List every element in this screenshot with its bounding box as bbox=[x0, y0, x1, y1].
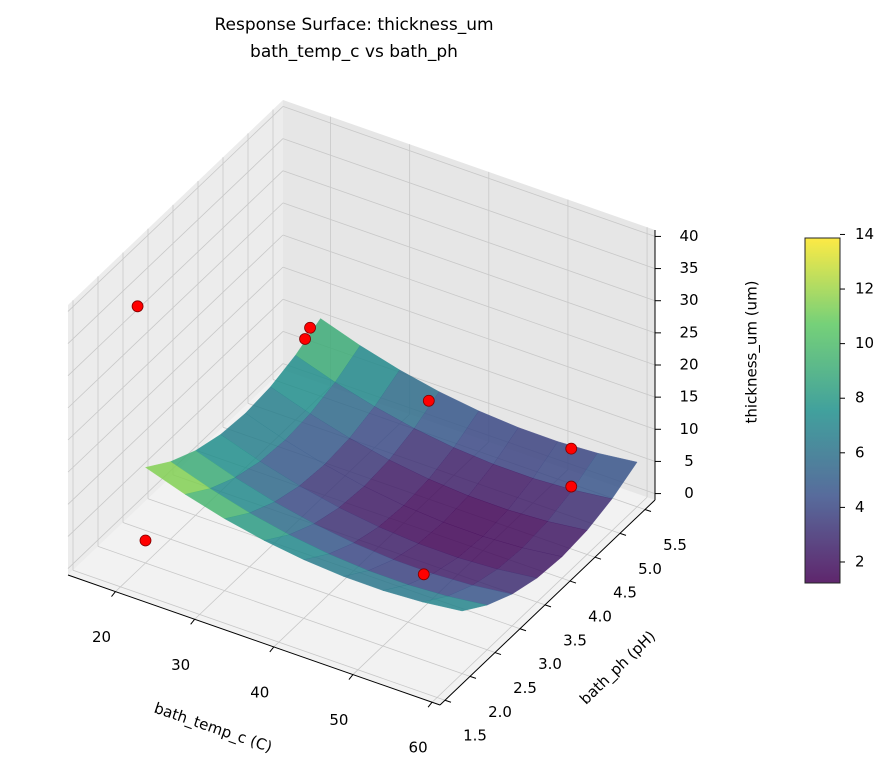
grid-line bbox=[67, 298, 284, 505]
scatter-point bbox=[299, 333, 311, 345]
colorbar-tick-label: 2 bbox=[855, 552, 865, 570]
x-tick-label: 30 bbox=[171, 656, 190, 674]
z-tick-label: 30 bbox=[679, 291, 698, 309]
chart-subtitle: bath_temp_c vs bath_ph bbox=[250, 42, 458, 62]
z-axis-label: thickness_um (um) bbox=[743, 280, 762, 423]
grid-line bbox=[431, 496, 648, 703]
grid-line bbox=[282, 202, 656, 334]
x-tick-label: 40 bbox=[250, 683, 269, 701]
z-tick-label: 35 bbox=[679, 259, 698, 277]
grid-line bbox=[122, 522, 496, 653]
colorbar bbox=[804, 237, 841, 584]
scatter-point bbox=[422, 394, 435, 407]
y-tick-label: 2.0 bbox=[488, 703, 512, 721]
axis-line bbox=[439, 499, 656, 706]
grid-line bbox=[282, 170, 656, 302]
colorbar-tick-label: 12 bbox=[855, 280, 874, 298]
y-tick bbox=[444, 699, 452, 703]
grid-line bbox=[282, 266, 656, 398]
y-tick-label: 1.5 bbox=[463, 727, 487, 745]
chart-title: Response Surface: thickness_um bbox=[214, 15, 493, 35]
x-tick bbox=[269, 646, 275, 653]
y-tick bbox=[519, 628, 527, 632]
y-tick-label: 4.0 bbox=[588, 608, 612, 626]
colorbar-tick-label: 4 bbox=[855, 498, 865, 516]
y-tick bbox=[569, 580, 577, 584]
y-tick bbox=[494, 652, 502, 656]
x-tick bbox=[111, 591, 116, 597]
y-tick-label: 3.0 bbox=[538, 655, 562, 673]
x-tick-label: 60 bbox=[409, 739, 428, 757]
grid-line bbox=[67, 138, 284, 344]
y-tick bbox=[544, 604, 552, 608]
colorbar-tick-label: 10 bbox=[855, 334, 874, 352]
grid-line bbox=[282, 298, 656, 430]
grid-line bbox=[282, 106, 656, 237]
x-tick-label: 50 bbox=[329, 711, 348, 729]
scatter-point bbox=[139, 534, 152, 547]
x-tick bbox=[348, 674, 354, 680]
x-tick bbox=[190, 618, 196, 625]
grid-line bbox=[67, 170, 284, 377]
y-tick-label: 5.0 bbox=[638, 560, 662, 578]
surface-cell bbox=[422, 595, 488, 612]
grid-line bbox=[67, 331, 284, 537]
y-tick bbox=[594, 556, 602, 560]
scatter-point bbox=[131, 300, 144, 313]
grid-line bbox=[72, 569, 446, 701]
y-tick bbox=[619, 532, 627, 536]
grid-line bbox=[97, 546, 471, 677]
colorbar-tick-label: 14 bbox=[855, 225, 874, 243]
y-tick-label: 3.5 bbox=[563, 631, 587, 649]
y-tick-label: 4.5 bbox=[613, 584, 637, 602]
grid-line bbox=[67, 106, 284, 312]
z-tick-label: 20 bbox=[679, 356, 698, 374]
colorbar-tick-label: 6 bbox=[855, 443, 865, 461]
y-axis-label: bath_ph (pH) bbox=[576, 627, 660, 709]
colorbar-tick-label: 8 bbox=[855, 389, 865, 407]
z-tick-label: 0 bbox=[684, 484, 694, 502]
y-tick-label: 5.5 bbox=[663, 536, 687, 554]
grid-line bbox=[67, 202, 284, 409]
z-tick-label: 25 bbox=[679, 323, 698, 341]
x-tick-label: 20 bbox=[92, 628, 111, 646]
grid-line bbox=[67, 234, 284, 441]
scatter-point bbox=[304, 321, 316, 334]
grid-line bbox=[67, 266, 284, 473]
x-axis-label: bath_temp_c (C) bbox=[151, 699, 274, 757]
grid-line bbox=[282, 138, 656, 269]
z-tick-label: 5 bbox=[684, 452, 694, 470]
z-tick-label: 15 bbox=[679, 388, 698, 406]
scatter-point bbox=[565, 442, 578, 455]
z-tick-label: 10 bbox=[679, 420, 698, 438]
axis-line bbox=[67, 574, 441, 706]
grid-line bbox=[282, 234, 656, 366]
x-tick bbox=[427, 701, 433, 708]
scatter-point bbox=[565, 480, 578, 493]
y-tick bbox=[644, 509, 652, 513]
y-tick bbox=[469, 675, 477, 679]
scatter-point bbox=[417, 568, 430, 581]
y-tick-label: 2.5 bbox=[513, 679, 537, 697]
z-tick-label: 40 bbox=[679, 227, 698, 245]
